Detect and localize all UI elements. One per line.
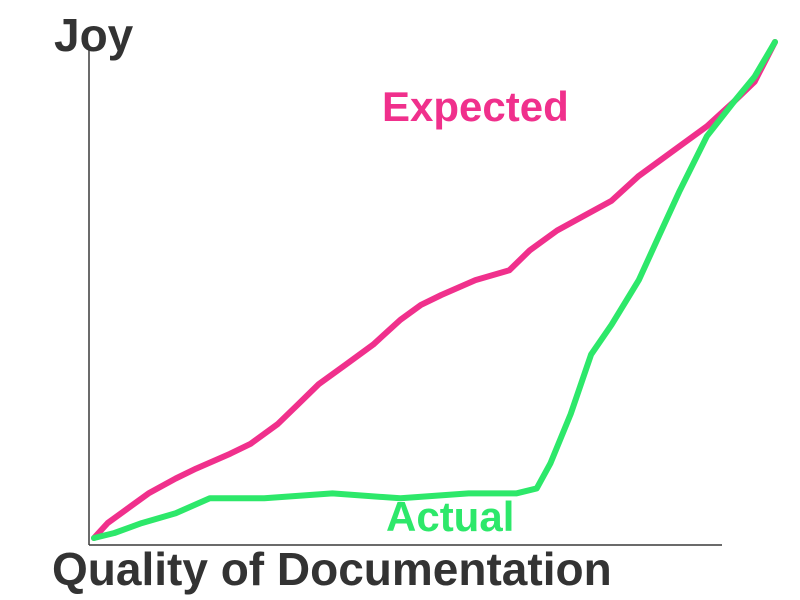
y-axis-label: Joy (54, 9, 134, 61)
series-label-actual: Actual (386, 493, 515, 540)
series-line-actual (91, 39, 778, 541)
series-label-expected: Expected (382, 83, 569, 130)
series-line-expected (91, 39, 778, 541)
x-axis-label: Quality of Documentation (52, 543, 612, 595)
